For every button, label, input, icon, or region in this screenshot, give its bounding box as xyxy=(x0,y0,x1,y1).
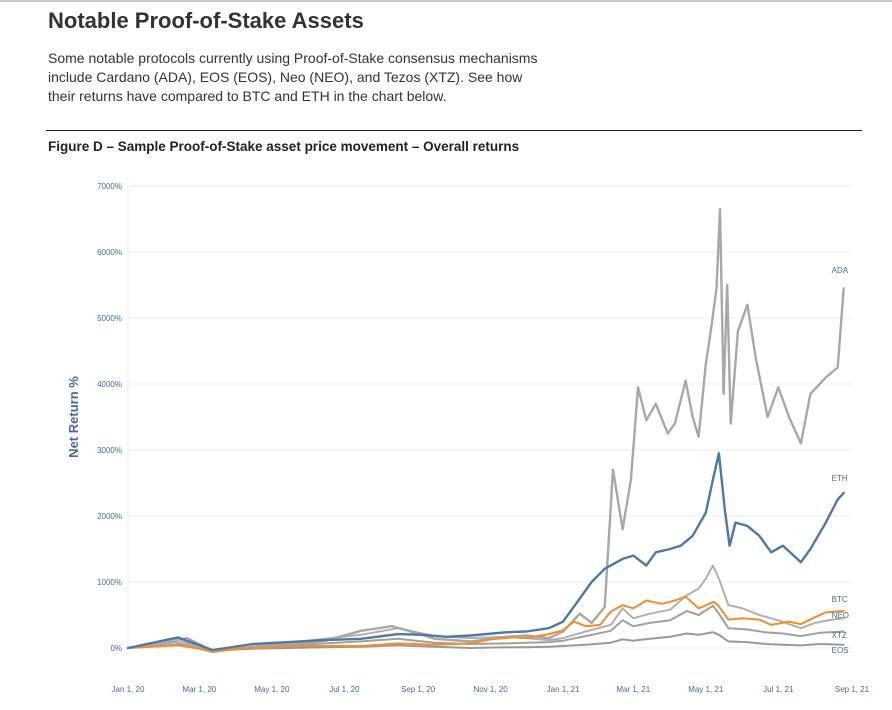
series-layer xyxy=(126,207,845,654)
series-label-neo: NEO xyxy=(832,611,849,620)
top-rule xyxy=(0,0,892,2)
series-label-eth: ETH xyxy=(832,474,848,483)
series-line-xtz xyxy=(127,604,845,652)
intro-line: their returns have compared to BTC and E… xyxy=(48,88,447,104)
y-tick-label: 6000% xyxy=(97,248,122,257)
figure-divider xyxy=(46,130,862,131)
figure-caption: Figure D – Sample Proof-of-Stake asset p… xyxy=(48,139,520,154)
axis-layer: 0% 1000% 2000% 3000% 4000% 5000% 6000% 7000% Jan… xyxy=(66,182,870,694)
x-tick-label: Jan 1, 20 xyxy=(112,685,145,694)
y-tick-label: 5000% xyxy=(97,314,122,323)
series-line-neo xyxy=(127,564,845,651)
x-tick-label: Jul 1, 21 xyxy=(763,685,794,694)
x-tick-label: Mar 1, 21 xyxy=(616,685,650,694)
y-tick-label: 2000% xyxy=(97,512,122,521)
y-tick-label: 7000% xyxy=(97,182,122,191)
x-tick-label: May 1, 21 xyxy=(688,685,724,694)
series-label-ada: ADA xyxy=(832,266,849,275)
x-tick-label: Mar 1, 20 xyxy=(182,685,216,694)
page-title: Notable Proof-of-Stake Assets xyxy=(48,8,364,33)
grid-layer xyxy=(127,185,852,649)
y-axis-label: Net Return % xyxy=(66,376,81,458)
series-line-eth xyxy=(126,452,845,652)
returns-line-chart: 0% 1000% 2000% 3000% 4000% 5000% 6000% 7000% Jan… xyxy=(66,182,870,694)
x-tick-label: May 1, 20 xyxy=(254,685,290,694)
y-tick-label: 3000% xyxy=(97,446,122,455)
x-tick-label: Sep 1, 21 xyxy=(835,685,870,694)
x-tick-label: Jan 1, 21 xyxy=(547,685,580,694)
y-tick-label: 0% xyxy=(110,644,122,653)
series-line-eos xyxy=(127,631,845,652)
y-tick-label: 1000% xyxy=(97,578,122,587)
intro-line: include Cardano (ADA), EOS (EOS), Neo (N… xyxy=(48,69,523,85)
intro-paragraph: Some notable protocols currently using P… xyxy=(48,49,608,106)
y-tick-label: 4000% xyxy=(97,380,122,389)
x-tick-label: Sep 1, 20 xyxy=(401,685,436,694)
series-label-xtz: XTZ xyxy=(832,631,847,640)
series-line-ada xyxy=(126,207,845,654)
x-tick-label: Nov 1, 20 xyxy=(473,685,508,694)
series-line-btc xyxy=(127,595,845,652)
series-label-layer: ADA ETH BTC NEO XTZ EOS xyxy=(832,266,849,655)
intro-line: Some notable protocols currently using P… xyxy=(48,50,538,66)
series-label-eos: EOS xyxy=(832,646,849,655)
x-tick-label: Jul 1, 20 xyxy=(329,685,360,694)
series-label-btc: BTC xyxy=(832,595,848,604)
